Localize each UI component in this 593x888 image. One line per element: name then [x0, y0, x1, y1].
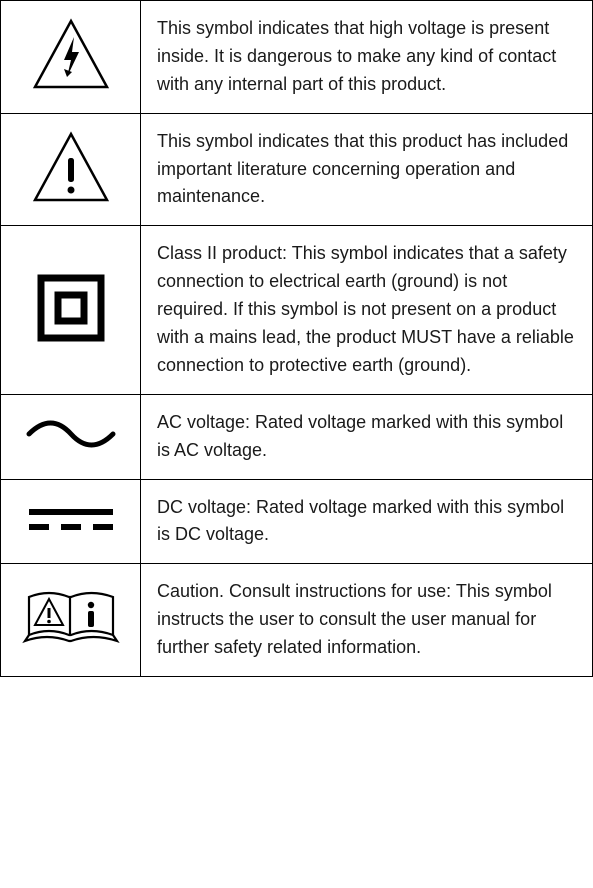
description-text: DC voltage: Rated voltage marked with th… — [157, 497, 564, 545]
dc-lines-icon — [21, 502, 121, 536]
icon-cell — [1, 479, 141, 564]
ac-wave-icon — [21, 414, 121, 454]
icon-cell — [1, 564, 141, 677]
table-row: Class II product: This symbol indicates … — [1, 226, 593, 394]
manual-caution-icon — [21, 583, 121, 653]
description-text: Caution. Consult instructions for use: T… — [157, 581, 552, 657]
exclamation-triangle-icon — [31, 130, 111, 205]
icon-cell — [1, 394, 141, 479]
icon-cell — [1, 1, 141, 114]
description-cell: Caution. Consult instructions for use: T… — [141, 564, 593, 677]
table-body: This symbol indicates that high voltage … — [1, 1, 593, 677]
double-square-icon — [36, 273, 106, 343]
table-row: This symbol indicates that high voltage … — [1, 1, 593, 114]
icon-cell — [1, 113, 141, 226]
description-text: AC voltage: Rated voltage marked with th… — [157, 412, 563, 460]
table-row: AC voltage: Rated voltage marked with th… — [1, 394, 593, 479]
high-voltage-icon — [31, 17, 111, 92]
table-row: Caution. Consult instructions for use: T… — [1, 564, 593, 677]
table-row: DC voltage: Rated voltage marked with th… — [1, 479, 593, 564]
table-row: This symbol indicates that this product … — [1, 113, 593, 226]
description-cell: Class II product: This symbol indicates … — [141, 226, 593, 394]
description-text: This symbol indicates that this product … — [157, 131, 568, 207]
description-cell: This symbol indicates that high voltage … — [141, 1, 593, 114]
description-cell: AC voltage: Rated voltage marked with th… — [141, 394, 593, 479]
icon-cell — [1, 226, 141, 394]
description-text: Class II product: This symbol indicates … — [157, 243, 574, 375]
description-text: This symbol indicates that high voltage … — [157, 18, 556, 94]
description-cell: This symbol indicates that this product … — [141, 113, 593, 226]
description-cell: DC voltage: Rated voltage marked with th… — [141, 479, 593, 564]
safety-symbol-table: This symbol indicates that high voltage … — [0, 0, 593, 677]
